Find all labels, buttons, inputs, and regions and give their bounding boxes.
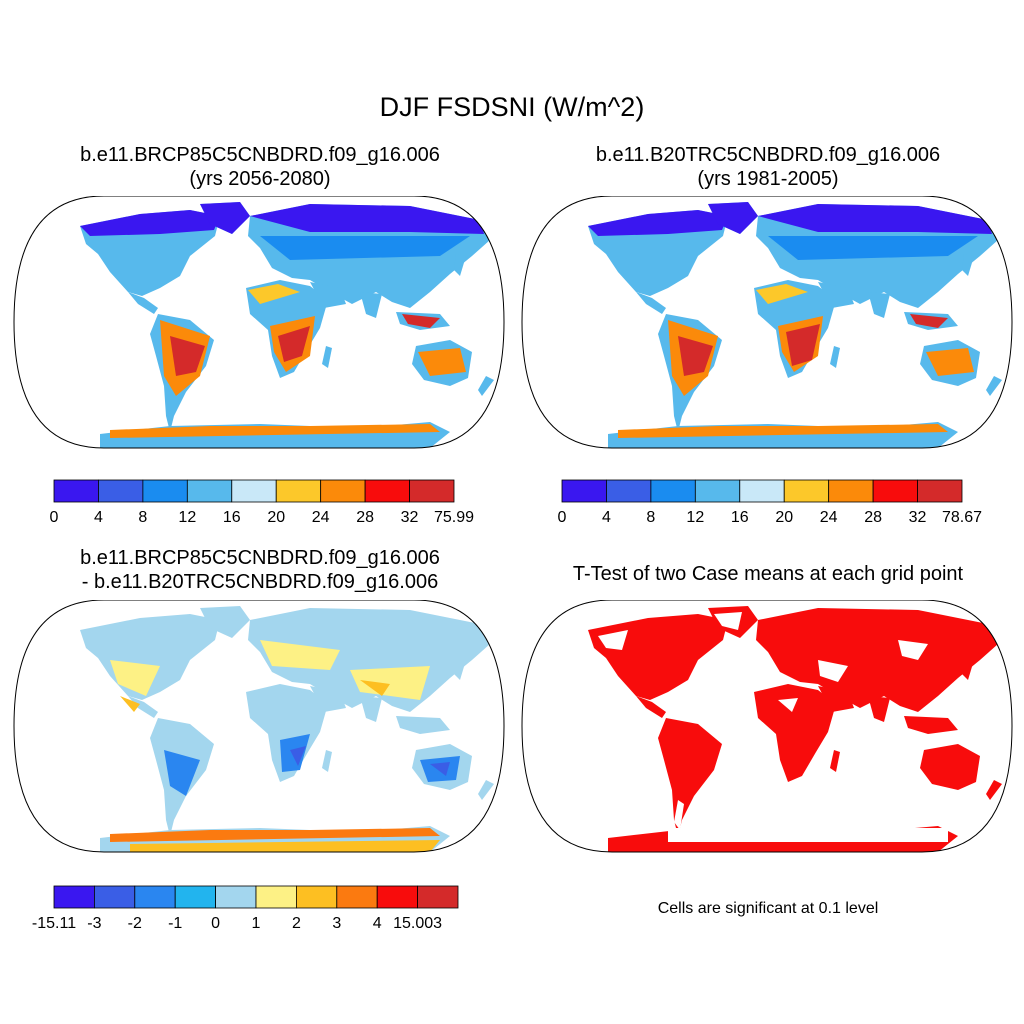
panel-3-title-line2: - b.e11.B20TRC5CNBDRD.f09_g16.006 [81, 571, 439, 593]
panel-2-title-line1: b.e11.B20TRC5CNBDRD.f09_g16.006 [595, 144, 941, 166]
colorbar-label: 16 [731, 509, 749, 526]
colorbar-swatch [174, 885, 216, 909]
colorbar-label: 32 [401, 509, 419, 526]
colorbar-label: 2 [292, 915, 301, 932]
colorbar-label: 20 [267, 509, 285, 526]
colorbar-swatch [376, 885, 419, 909]
colorbar-swatch [142, 479, 188, 503]
colorbar-swatch [917, 479, 963, 503]
colorbar-swatch [872, 479, 918, 503]
panel-1-colorbar: 0 4 8 12 16 20 24 28 32 75.99 [50, 479, 474, 526]
colorbar-label: 8 [646, 509, 655, 526]
panel-2-colorbar: 0 4 8 12 16 20 24 28 32 78.67 [558, 479, 982, 526]
colorbar-swatch [53, 479, 99, 503]
colorbar-label: 4 [94, 509, 103, 526]
colorbar-label: -3 [87, 915, 101, 932]
colorbar-swatch [606, 479, 652, 503]
panel-2-title-line2: (yrs 1981-2005) [697, 168, 839, 190]
colorbar-swatch [650, 479, 696, 503]
colorbar-label: 0 [558, 509, 567, 526]
colorbar-label: 24 [312, 509, 330, 526]
panel-2-title: b.e11.B20TRC5CNBDRD.f09_g16.006 (yrs 198… [518, 143, 1018, 191]
colorbar-swatch [53, 885, 95, 909]
panel-1-title-line1: b.e11.BRCP85C5CNBDRD.f09_g16.006 [80, 144, 440, 166]
panel-3-colorbar: -15.11 -3 -2 -1 0 1 2 3 4 15.003 [32, 885, 459, 932]
colorbar-swatch [783, 479, 830, 503]
colorbar-swatch [320, 479, 366, 503]
colorbar-label: 16 [223, 509, 241, 526]
colorbar-label: 8 [138, 509, 147, 526]
panel-4-map [521, 600, 1013, 853]
colorbar-label: 20 [775, 509, 793, 526]
colorbar-label: 28 [356, 509, 374, 526]
panel-3-title: b.e11.BRCP85C5CNBDRD.f09_g16.006 - b.e11… [10, 546, 510, 594]
colorbar-label: 75.99 [434, 509, 474, 526]
colorbar-label: 1 [252, 915, 261, 932]
colorbar-label: 3 [332, 915, 341, 932]
panel-4-title: T-Test of two Case means at each grid po… [572, 563, 964, 585]
colorbar-label: -1 [168, 915, 182, 932]
colorbar-swatch [694, 479, 741, 503]
colorbar-swatch [828, 479, 874, 503]
panel-1-title-line2: (yrs 2056-2080) [189, 168, 331, 190]
colorbar-label: 0 [50, 509, 59, 526]
colorbar-label: 4 [602, 509, 611, 526]
colorbar-label: 12 [686, 509, 704, 526]
colorbar-label: 15.003 [393, 915, 442, 932]
main-title: DJF FSDSNI (W/m^2) [379, 92, 645, 122]
colorbar-label: 24 [820, 509, 838, 526]
colorbar-label: 78.67 [942, 509, 982, 526]
colorbar-swatch [215, 885, 257, 909]
panel-2-map [521, 196, 1013, 449]
colorbar-swatch [231, 479, 277, 503]
colorbar-swatch [561, 479, 607, 503]
colorbar-swatch [255, 885, 297, 909]
colorbar-swatch [739, 479, 785, 503]
panel-1-map [13, 196, 505, 449]
significance-note: Cells are significant at 0.1 level [657, 900, 879, 917]
colorbar-swatch [409, 479, 455, 503]
colorbar-swatch [186, 479, 233, 503]
colorbar-swatch [98, 479, 144, 503]
colorbar-label: 32 [909, 509, 927, 526]
colorbar-swatch [364, 479, 410, 503]
colorbar-label: 0 [211, 915, 220, 932]
colorbar-label: 4 [373, 915, 382, 932]
panel-3-map [13, 600, 505, 853]
colorbar-swatch [275, 479, 322, 503]
panel-3-title-line1: b.e11.BRCP85C5CNBDRD.f09_g16.006 [80, 547, 440, 569]
colorbar-swatch [336, 885, 378, 909]
colorbar-swatch [94, 885, 136, 909]
colorbar-label: -15.11 [32, 915, 76, 932]
colorbar-swatch [295, 885, 338, 909]
colorbar-swatch [134, 885, 176, 909]
colorbar-label: -2 [128, 915, 142, 932]
panel-1-title: b.e11.BRCP85C5CNBDRD.f09_g16.006 (yrs 20… [10, 143, 510, 191]
colorbar-label: 12 [178, 509, 196, 526]
colorbar-label: 28 [864, 509, 882, 526]
colorbar-swatch [417, 885, 459, 909]
